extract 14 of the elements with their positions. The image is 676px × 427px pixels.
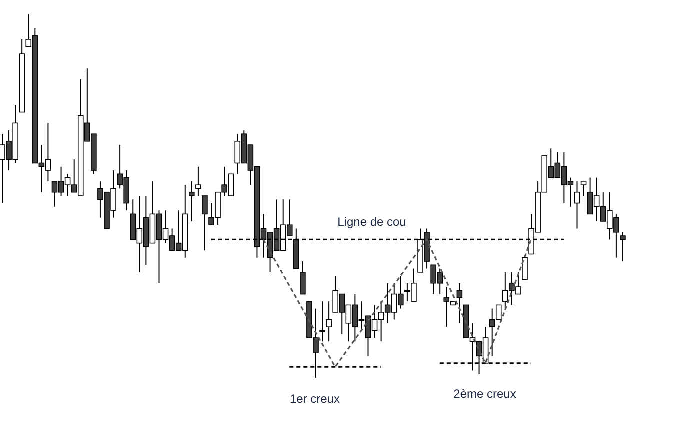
- candlestick: [300, 261, 306, 295]
- text: 1er creux: [290, 392, 340, 406]
- candlestick: [196, 166, 202, 196]
- candlestick: [456, 282, 463, 324]
- candlestick: [574, 180, 580, 230]
- candlestick: [522, 257, 528, 280]
- candlestick: [620, 232, 626, 262]
- annotation: Ligne de cou: [338, 215, 406, 229]
- candlestick: [202, 196, 208, 252]
- candlestick: [326, 301, 332, 342]
- candlestick: [189, 180, 195, 222]
- candlestick: [320, 301, 326, 342]
- text: 2ème creux: [454, 387, 516, 401]
- candlestick: [580, 180, 587, 196]
